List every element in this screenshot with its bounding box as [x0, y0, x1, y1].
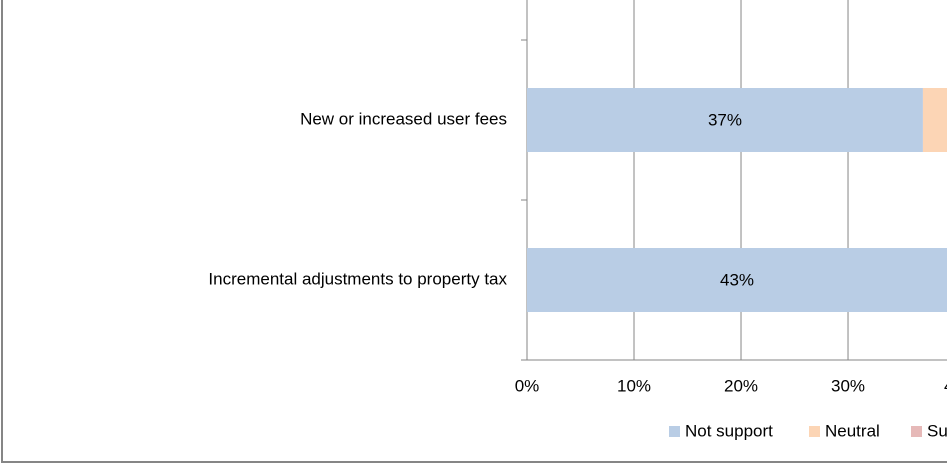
- y-tick-label: New or increased user fees: [300, 109, 507, 128]
- legend-label: Su: [927, 421, 947, 440]
- x-tick-label: 4: [944, 376, 947, 395]
- legend-swatch: [809, 426, 820, 437]
- bar: [922, 88, 947, 152]
- legend-label: Not support: [685, 421, 773, 440]
- legend-swatch: [911, 426, 922, 437]
- x-tick-label: 10%: [617, 376, 651, 395]
- legend-label: Neutral: [825, 421, 880, 440]
- data-label: 37%: [708, 110, 742, 129]
- x-tick-label: 20%: [724, 376, 758, 395]
- x-tick-label: 0%: [515, 376, 540, 395]
- data-label: 43%: [720, 270, 754, 289]
- legend-swatch: [669, 426, 680, 437]
- bar: [527, 248, 947, 312]
- y-tick-label: Incremental adjustments to property tax: [208, 269, 507, 288]
- x-tick-label: 30%: [831, 376, 865, 395]
- bar: [527, 88, 923, 152]
